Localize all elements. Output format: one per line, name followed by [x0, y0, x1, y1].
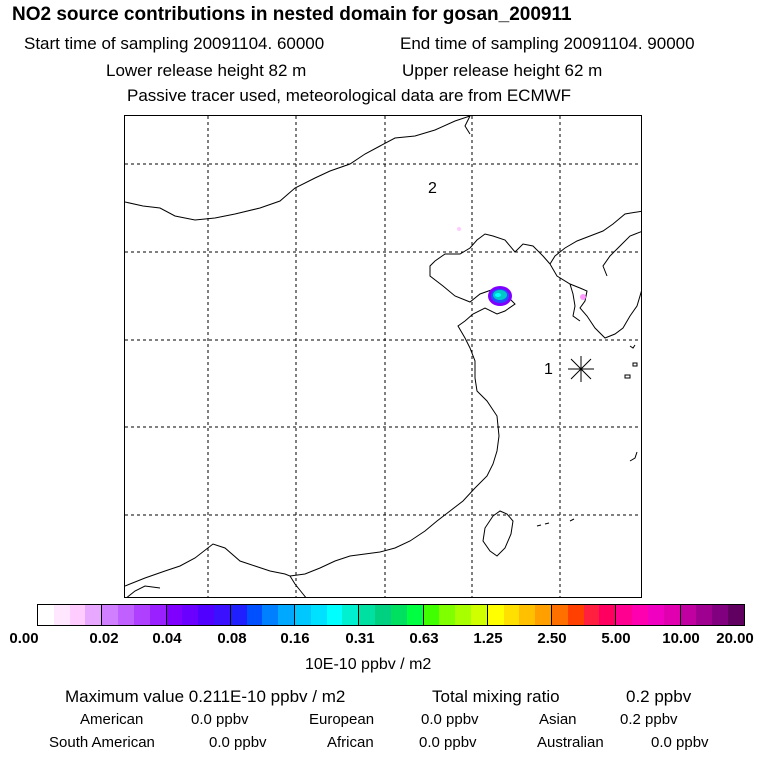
colorbar-tick: 2.50 [537, 630, 567, 647]
colorbar-segment [182, 605, 199, 625]
colorbar-segment [552, 605, 568, 625]
colorbar-segment [102, 605, 119, 625]
colorbar-segment [567, 605, 584, 625]
african-value: 0.0 ppbv [419, 734, 477, 751]
colorbar-tick: 0.08 [217, 630, 247, 647]
colorbar-unit: 10E-10 ppbv / m2 [305, 656, 432, 673]
colorbar-segment [712, 605, 728, 625]
colorbar-segment [262, 605, 279, 625]
colorbar-segment [599, 605, 617, 625]
colorbar-segment [439, 605, 456, 625]
colorbar-segment [359, 605, 376, 625]
lat-lon-grid [125, 116, 641, 597]
chart-title: NO2 source contributions in nested domai… [12, 4, 572, 25]
american-value: 0.0 ppbv [191, 711, 249, 728]
colorbar-tick: 1.25 [473, 630, 503, 647]
tracer-note: Passive tracer used, meteorological data… [127, 86, 572, 105]
colorbar-tick: 0.63 [409, 630, 439, 647]
colorbar-tick: 20.00 [716, 630, 754, 647]
african-label: African [327, 734, 374, 751]
concentration-plume [457, 227, 586, 306]
colorbar-tick: 0.04 [152, 630, 182, 647]
colorbar-segment [230, 605, 247, 625]
total-mixing-label: Total mixing ratio [432, 687, 560, 706]
colorbar-tick: 0.16 [280, 630, 310, 647]
colorbar-segment [680, 605, 697, 625]
colorbar-segment [583, 605, 600, 625]
australian-label: Australian [537, 734, 604, 751]
release-marker-2: 2 [428, 180, 437, 197]
colorbar-segment [85, 605, 103, 625]
colorbar-segment [696, 605, 713, 625]
american-label: American [80, 711, 144, 728]
colorbar-segment [213, 605, 231, 625]
lower-height-label: Lower release height 82 m [106, 61, 307, 80]
asian-value: 0.2 ppbv [620, 711, 678, 728]
colorbar-segment [647, 605, 664, 625]
colorbar-segment [69, 605, 86, 625]
colorbar-tick: 10.00 [662, 630, 700, 647]
colorbar-segment [406, 605, 424, 625]
colorbar-segment [38, 605, 54, 625]
colorbar-tick: 0.02 [89, 630, 119, 647]
colorbar-segment [53, 605, 70, 625]
european-label: European [309, 711, 375, 728]
colorbar-segment [423, 605, 440, 625]
colorbar-segment [390, 605, 407, 625]
colorbar-segment [487, 605, 504, 625]
colorbar-segment [470, 605, 488, 625]
colorbar-segment [326, 605, 343, 625]
colorbar-segment [519, 605, 536, 625]
colorbar-segment [535, 605, 552, 625]
colorbar-segment [198, 605, 214, 625]
colorbar-tick: 0.00 [9, 630, 39, 647]
colorbar-segment [295, 605, 311, 625]
start-time-label: Start time of sampling 20091104. 60000 [24, 34, 325, 53]
colorbar-segment [133, 605, 150, 625]
asterisk-station-icon [568, 356, 594, 382]
south-american-value: 0.0 ppbv [209, 734, 267, 751]
colorbar-segment [342, 605, 360, 625]
total-mixing-value: 0.2 ppbv [626, 687, 692, 706]
colorbar-segment [375, 605, 391, 625]
colorbar-segment [246, 605, 263, 625]
colorbar [37, 604, 745, 626]
colorbar-tick: 5.00 [601, 630, 631, 647]
colorbar-segment [455, 605, 471, 625]
colorbar-tick: 0.31 [345, 630, 375, 647]
south-american-label: South American [49, 734, 155, 751]
european-value: 0.0 ppbv [421, 711, 479, 728]
colorbar-segment [616, 605, 633, 625]
release-marker-1: 1 [544, 361, 553, 378]
colorbar-segment [118, 605, 134, 625]
colorbar-segment [503, 605, 520, 625]
end-time-label: End time of sampling 20091104. 90000 [400, 34, 695, 53]
asian-label: Asian [539, 711, 577, 728]
max-value-label: Maximum value 0.211E-10 ppbv / m2 [65, 687, 346, 706]
coastlines-and-borders [125, 116, 641, 597]
colorbar-segment [149, 605, 167, 625]
map-panel: 1 2 [124, 115, 642, 598]
colorbar-segment [166, 605, 183, 625]
map-canvas: 1 2 [125, 116, 641, 597]
colorbar-segment [278, 605, 295, 625]
upper-height-label: Upper release height 62 m [402, 61, 603, 80]
australian-value: 0.0 ppbv [651, 734, 709, 751]
colorbar-segment [663, 605, 681, 625]
colorbar-segment [632, 605, 648, 625]
colorbar-segment [727, 605, 744, 625]
colorbar-segment [310, 605, 327, 625]
